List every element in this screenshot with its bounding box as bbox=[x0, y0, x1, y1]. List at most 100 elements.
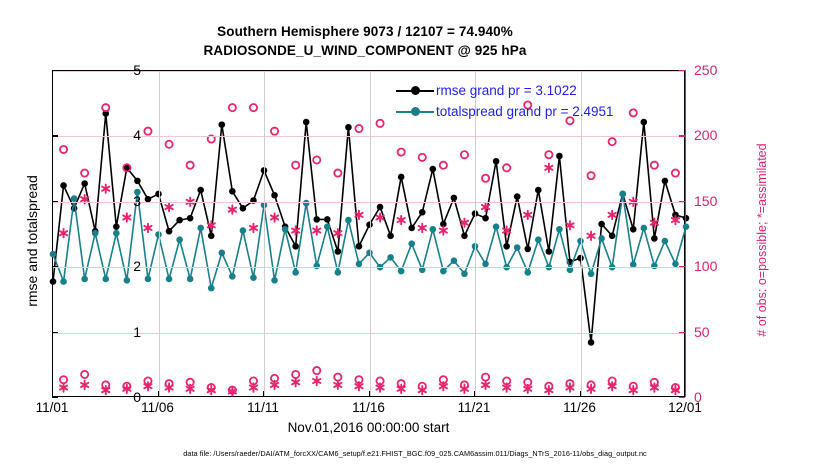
legend-swatch-rmse bbox=[396, 84, 434, 98]
obs-assimilated-marker bbox=[649, 217, 659, 228]
obs-assimilated-marker bbox=[502, 225, 512, 236]
obs-possible-marker bbox=[333, 372, 343, 382]
series-point bbox=[387, 254, 394, 261]
series-point bbox=[672, 211, 679, 219]
x-axis-label: Nov.01,2016 00:00:00 start bbox=[287, 420, 450, 435]
series-point bbox=[144, 275, 152, 283]
series-point bbox=[70, 195, 78, 202]
series-point bbox=[165, 227, 173, 235]
horizontal-gridline bbox=[53, 332, 684, 334]
obs-assimilated-marker bbox=[649, 382, 659, 393]
series-point bbox=[324, 216, 331, 223]
series-point bbox=[629, 261, 637, 268]
series-point bbox=[640, 118, 648, 126]
x-tick-mark bbox=[579, 391, 581, 397]
series-point bbox=[91, 229, 99, 237]
obs-possible-marker bbox=[248, 103, 258, 113]
left-tick-label: 5 bbox=[133, 62, 141, 78]
series-point bbox=[651, 262, 658, 270]
obs-assimilated-marker bbox=[206, 220, 216, 231]
series-point bbox=[60, 182, 67, 189]
series-point bbox=[408, 224, 416, 232]
series-point bbox=[640, 224, 648, 232]
obs-possible-marker bbox=[523, 100, 533, 110]
series-point bbox=[535, 236, 542, 244]
obs-assimilated-marker bbox=[459, 217, 470, 228]
obs-assimilated-marker bbox=[375, 382, 385, 393]
series-point bbox=[397, 173, 405, 181]
left-tick-mark bbox=[52, 200, 58, 202]
obs-possible-marker bbox=[312, 366, 322, 376]
series-point bbox=[186, 214, 194, 222]
series-point bbox=[155, 231, 162, 238]
obs-assimilated-marker bbox=[607, 381, 617, 392]
obs-assimilated-marker bbox=[122, 383, 132, 394]
obs-possible-marker bbox=[481, 372, 491, 382]
series-point bbox=[440, 267, 447, 275]
obs-assimilated-marker bbox=[375, 212, 385, 223]
obs-assimilated-marker bbox=[122, 212, 132, 223]
right-tick-label: 0 bbox=[694, 389, 702, 405]
series-point bbox=[545, 248, 553, 255]
left-axis-label: rmse and totalspread bbox=[24, 175, 40, 307]
x-tick-label: 11/11 bbox=[247, 400, 279, 415]
series-point bbox=[492, 157, 500, 165]
series-point bbox=[134, 177, 141, 185]
obs-possible-marker bbox=[164, 139, 174, 149]
series-point bbox=[123, 276, 131, 284]
series-point bbox=[661, 177, 669, 185]
right-tick-mark bbox=[679, 200, 685, 202]
x-tick-label: 11/06 bbox=[141, 400, 174, 415]
series-point bbox=[81, 180, 88, 187]
obs-assimilated-marker bbox=[101, 183, 111, 194]
obs-assimilated-marker bbox=[206, 385, 216, 396]
obs-assimilated-marker bbox=[438, 381, 448, 392]
obs-assimilated-marker bbox=[333, 228, 343, 239]
obs-assimilated-marker bbox=[417, 222, 427, 234]
obs-possible-marker bbox=[649, 160, 659, 170]
series-point bbox=[229, 273, 236, 280]
obs-assimilated-marker bbox=[544, 385, 554, 396]
obs-possible-marker bbox=[312, 155, 322, 165]
obs-assimilated-marker bbox=[459, 383, 470, 394]
vertical-gridline bbox=[369, 71, 371, 396]
obs-assimilated-marker bbox=[333, 379, 343, 391]
series-point bbox=[102, 275, 110, 283]
obs-assimilated-marker bbox=[248, 222, 259, 234]
obs-assimilated-marker bbox=[269, 379, 280, 391]
obs-possible-marker bbox=[59, 375, 69, 385]
obs-possible-marker bbox=[354, 124, 364, 134]
series-point bbox=[49, 278, 57, 285]
obs-assimilated-marker bbox=[101, 385, 111, 396]
vertical-gridline bbox=[580, 71, 582, 396]
series-point bbox=[429, 165, 437, 173]
data-file-footer: data file: /Users/raeder/DAI/ATM_forcXX/… bbox=[183, 449, 647, 458]
obs-assimilated-marker bbox=[164, 201, 174, 213]
series-point bbox=[334, 248, 342, 255]
x-tick-label: 12/01 bbox=[668, 400, 702, 415]
obs-possible-marker bbox=[544, 150, 554, 160]
legend-label-totalspread: totalspread grand pr = 2.4951 bbox=[436, 104, 614, 119]
series-point bbox=[281, 225, 289, 233]
left-tick-mark bbox=[52, 266, 58, 268]
left-tick-label: 3 bbox=[133, 192, 141, 209]
right-tick-label: 250 bbox=[694, 62, 718, 78]
series-point bbox=[608, 232, 616, 240]
obs-possible-marker bbox=[670, 168, 680, 178]
obs-assimilated-marker bbox=[143, 381, 153, 392]
obs-assimilated-marker bbox=[586, 383, 596, 394]
series-point bbox=[324, 223, 331, 230]
obs-assimilated-marker bbox=[164, 382, 174, 393]
vertical-gridline bbox=[475, 71, 476, 396]
x-tick-mark bbox=[157, 391, 159, 397]
obs-possible-marker bbox=[502, 163, 512, 173]
series-point bbox=[629, 225, 637, 233]
x-tick-label: 11/21 bbox=[457, 400, 491, 415]
obs-assimilated-marker bbox=[565, 220, 575, 231]
right-tick-mark bbox=[679, 70, 685, 72]
x-tick-mark bbox=[368, 391, 370, 397]
series-point bbox=[587, 339, 595, 346]
series-point bbox=[197, 224, 204, 232]
obs-assimilated-marker bbox=[480, 201, 491, 213]
